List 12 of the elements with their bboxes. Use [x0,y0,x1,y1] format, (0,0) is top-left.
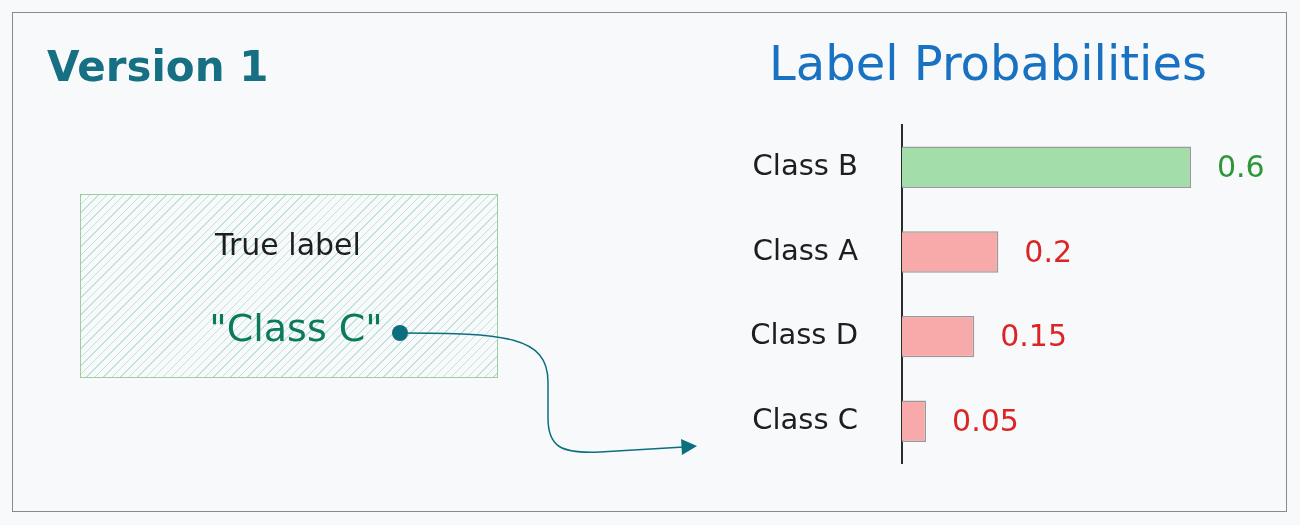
y-tick-label: Class A [752,232,859,267]
chart-title: Label Probabilities [769,35,1207,92]
y-tick-label: Class C [752,401,858,436]
data-label: 0.15 [1000,318,1068,354]
text: Version 1 [47,41,269,91]
text: "Class C" [209,305,383,350]
y-tick-label: Class B [752,147,858,182]
data-label: 0.2 [1024,233,1073,269]
y-tick-label: Class D [750,317,858,352]
data-label: 0.05 [952,403,1019,439]
text: True label [214,226,361,262]
data-label: 0.6 [1217,149,1265,185]
